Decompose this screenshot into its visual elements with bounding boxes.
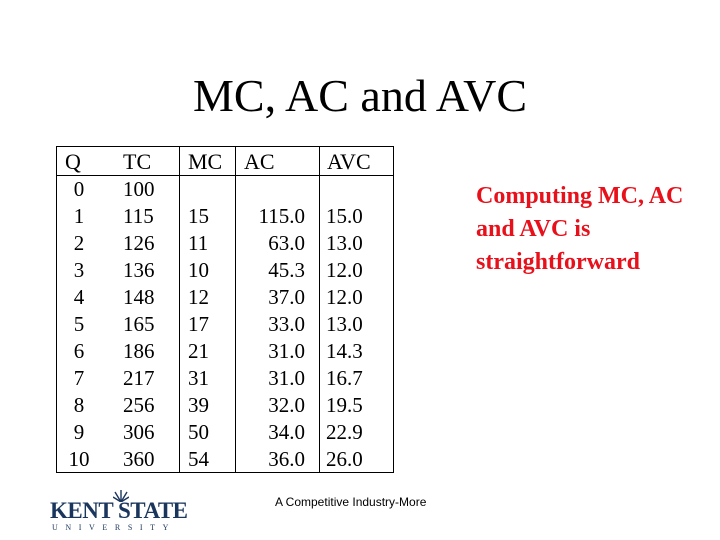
cell-tc: 256 [123, 393, 155, 417]
table-row: 2 126 11 63.0 13.0 [57, 230, 393, 257]
cell-ac: 31.0 [268, 339, 305, 363]
cell-avc: 16.7 [326, 366, 363, 390]
cell-q: 7 [73, 366, 85, 390]
table-row: 3 136 10 45.3 12.0 [57, 257, 393, 284]
cell-ac: 32.0 [268, 393, 305, 417]
cell-mc: 54 [188, 447, 209, 471]
header-divider [57, 175, 393, 176]
cell-ac: 34.0 [268, 420, 305, 444]
cell-q: 3 [73, 258, 85, 282]
slide-title: MC, AC and AVC [192, 70, 528, 121]
cell-tc: 148 [123, 285, 155, 309]
cell-q: 10 [68, 447, 90, 471]
cell-avc: 26.0 [326, 447, 363, 471]
cell-avc: 12.0 [326, 258, 363, 282]
cell-ac: 63.0 [268, 231, 305, 255]
cell-q: 8 [73, 393, 85, 417]
cell-mc: 21 [188, 339, 209, 363]
cell-mc: 10 [188, 258, 209, 282]
cell-mc: 50 [188, 420, 209, 444]
cell-avc: 13.0 [326, 231, 363, 255]
column-divider [235, 147, 236, 472]
cell-ac: 115.0 [258, 204, 305, 228]
cell-tc: 165 [123, 312, 155, 336]
header-mc: MC [188, 149, 223, 174]
cell-q: 4 [73, 285, 85, 309]
cell-tc: 186 [123, 339, 155, 363]
cell-q: 2 [73, 231, 85, 255]
slide-footer: A Competitive Industry-More [275, 495, 427, 509]
table-row: 4 148 12 37.0 12.0 [57, 284, 393, 311]
cell-q: 0 [73, 177, 85, 201]
cell-tc: 217 [123, 366, 155, 390]
cell-tc: 100 [123, 177, 155, 201]
cell-avc: 12.0 [326, 285, 363, 309]
header-ac: AC [244, 149, 275, 174]
cell-mc: 17 [188, 312, 209, 336]
cell-mc: 15 [188, 204, 209, 228]
column-divider [179, 147, 180, 472]
cell-tc: 306 [123, 420, 155, 444]
table-row: 5 165 17 33.0 13.0 [57, 311, 393, 338]
cell-tc: 136 [123, 258, 155, 282]
table-row: 9 306 50 34.0 22.9 [57, 419, 393, 446]
table-row: 0 100 [57, 176, 393, 203]
cost-table: Q TC MC AC AVC 0 100 1 115 15 115.0 15.0… [56, 146, 394, 473]
cell-mc: 39 [188, 393, 209, 417]
cell-mc: 31 [188, 366, 209, 390]
cell-tc: 360 [123, 447, 155, 471]
cell-ac: 31.0 [268, 366, 305, 390]
cell-q: 5 [73, 312, 85, 336]
cell-mc: 11 [188, 231, 209, 255]
cell-avc: 22.9 [326, 420, 363, 444]
header-avc: AVC [327, 149, 371, 174]
cell-ac: 37.0 [268, 285, 305, 309]
cell-mc: 12 [188, 285, 209, 309]
kent-state-logo: KENT STATE UNIVERSITY [50, 490, 188, 532]
table-row: 10 360 54 36.0 26.0 [57, 446, 393, 473]
table-row: 1 115 15 115.0 15.0 [57, 203, 393, 230]
side-note: Computing MC, AC and AVC is straightforw… [476, 183, 684, 275]
cell-q: 9 [73, 420, 85, 444]
column-divider [319, 147, 320, 472]
cell-tc: 115 [123, 204, 154, 228]
cell-tc: 126 [123, 231, 155, 255]
table-row: 7 217 31 31.0 16.7 [57, 365, 393, 392]
cell-q: 6 [73, 339, 85, 363]
header-q: Q [65, 149, 81, 174]
cell-ac: 33.0 [268, 312, 305, 336]
header-tc: TC [123, 149, 152, 174]
table-row: 8 256 39 32.0 19.5 [57, 392, 393, 419]
logo-wordmark: KENT STATE [50, 498, 188, 523]
cell-avc: 15.0 [326, 204, 363, 228]
cell-avc: 13.0 [326, 312, 363, 336]
star-burst-icon [113, 490, 129, 502]
cell-q: 1 [73, 204, 85, 228]
cell-ac: 36.0 [268, 447, 305, 471]
table-body: 0 100 1 115 15 115.0 15.0 2 126 11 63.0 … [57, 176, 393, 473]
logo-subtitle: UNIVERSITY [52, 523, 176, 532]
cell-avc: 14.3 [326, 339, 363, 363]
cell-avc: 19.5 [326, 393, 363, 417]
cell-ac: 45.3 [268, 258, 305, 282]
table-row: 6 186 21 31.0 14.3 [57, 338, 393, 365]
